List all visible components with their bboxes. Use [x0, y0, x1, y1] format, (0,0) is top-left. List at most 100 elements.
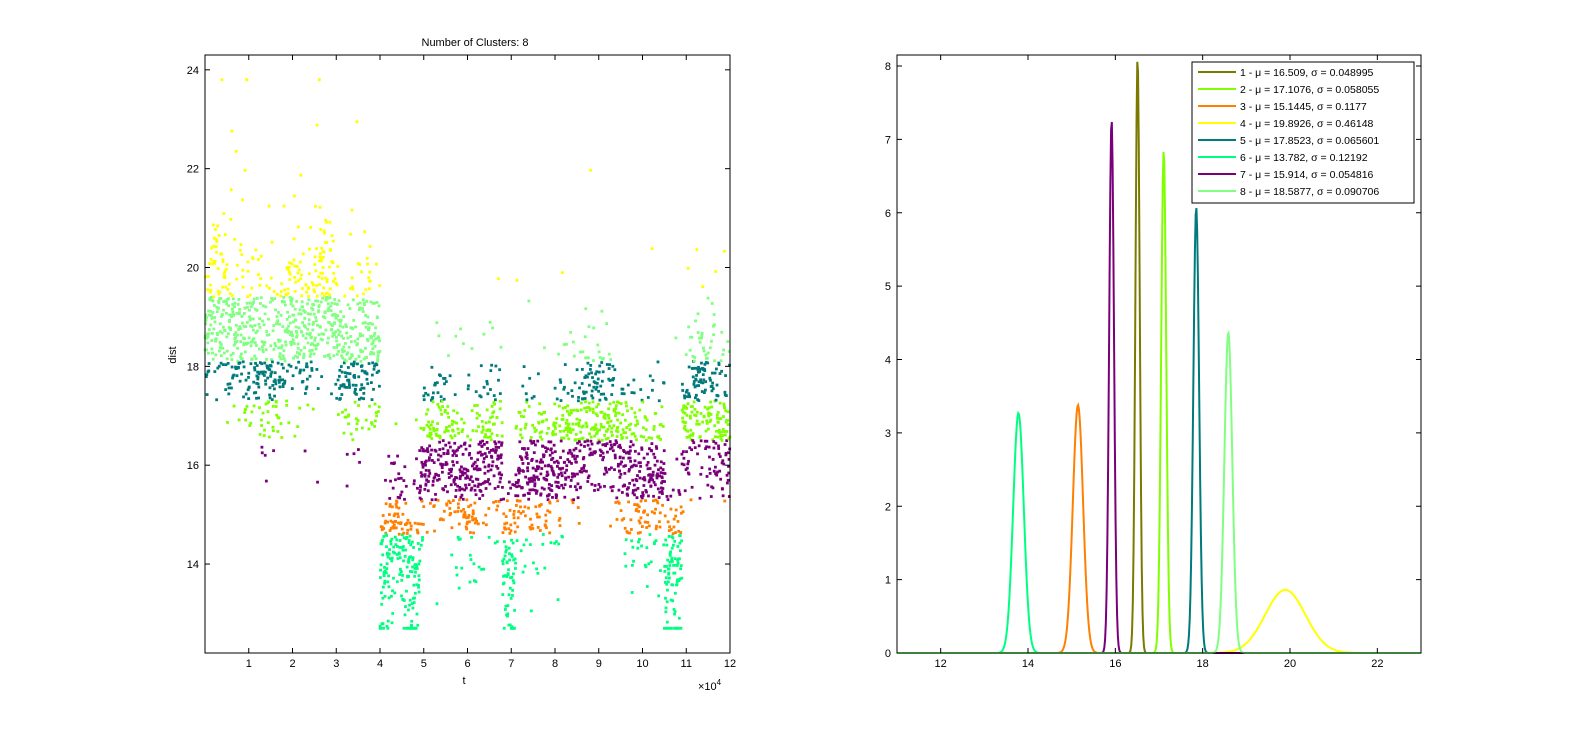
scatter-point	[700, 466, 704, 470]
scatter-point	[591, 376, 594, 379]
scatter-point	[567, 475, 570, 479]
scatter-point	[592, 385, 596, 389]
scatter-point	[603, 412, 607, 416]
scatter-point	[246, 388, 250, 392]
scatter-point	[571, 428, 575, 432]
scatter-point	[656, 472, 659, 476]
scatter-point	[353, 376, 357, 379]
scatter-point	[513, 530, 517, 534]
scatter-point	[242, 324, 246, 328]
scatter-point	[342, 315, 346, 319]
scatter-point	[700, 390, 704, 393]
scatter-point	[661, 487, 665, 490]
scatter-point	[227, 282, 231, 286]
scatter-point	[307, 294, 310, 298]
scatter-point	[661, 471, 665, 475]
scatter-point	[479, 483, 483, 486]
scatter-point	[237, 298, 241, 301]
scatter-point	[404, 548, 408, 552]
scatter-point	[273, 394, 276, 398]
scatter-point	[535, 567, 538, 571]
scatter-point	[486, 480, 490, 484]
scatter-point	[317, 333, 321, 337]
scatter-point	[545, 431, 549, 435]
scatter-point	[260, 362, 264, 366]
scatter-point	[487, 535, 491, 539]
scatter-point	[409, 527, 413, 531]
scatter-point	[501, 531, 505, 535]
scatter-point	[474, 477, 478, 481]
scatter-point	[354, 387, 357, 391]
scatter-point	[550, 467, 554, 470]
scatter-point	[225, 335, 229, 339]
scatter-point	[373, 424, 377, 428]
scatter-point	[693, 385, 697, 389]
x-tick-label: 14	[1022, 658, 1034, 670]
scatter-point	[645, 546, 649, 550]
scatter-point	[617, 445, 621, 449]
scatter-point	[308, 333, 312, 337]
scatter-point	[298, 406, 302, 410]
scatter-point	[682, 463, 686, 467]
scatter-point	[656, 474, 660, 478]
scatter-point	[474, 493, 478, 497]
scatter-point	[268, 368, 272, 372]
scatter-point	[717, 452, 721, 456]
scatter-point	[643, 520, 647, 524]
scatter-point	[711, 371, 714, 375]
scatter-point	[539, 458, 543, 462]
scatter-point	[232, 404, 236, 408]
scatter-point	[457, 586, 461, 590]
scatter-point	[314, 319, 318, 323]
scatter-point	[635, 507, 639, 511]
scatter-point	[556, 598, 560, 602]
scatter-point	[635, 496, 639, 500]
scatter-point	[224, 299, 228, 303]
scatter-point	[585, 469, 588, 473]
scatter-point	[301, 252, 305, 256]
scatter-point	[660, 405, 664, 409]
scatter-point	[640, 496, 644, 500]
scatter-point	[560, 271, 564, 275]
scatter-point	[560, 483, 564, 487]
scatter-point	[247, 375, 250, 379]
scatter-point	[486, 392, 490, 396]
scatter-point	[217, 301, 221, 305]
scatter-point	[525, 400, 529, 404]
scatter-point	[359, 348, 363, 352]
scatter-point	[283, 300, 286, 304]
scatter-point	[204, 322, 208, 326]
scatter-point	[394, 543, 398, 547]
scatter-point	[462, 508, 465, 511]
scatter-point	[458, 488, 462, 492]
scatter-point	[662, 449, 666, 453]
scatter-point	[553, 460, 556, 464]
scatter-point	[485, 440, 489, 444]
scatter-point	[589, 168, 592, 172]
scatter-point	[653, 540, 657, 544]
x-tick-label: 22	[1371, 658, 1383, 670]
scatter-point	[622, 392, 626, 396]
scatter-point	[427, 469, 431, 472]
scatter-point	[415, 612, 419, 616]
scatter-point	[367, 287, 371, 291]
scatter-point	[355, 294, 359, 298]
scatter-point	[230, 315, 233, 318]
scatter-point	[390, 559, 394, 563]
scatter-point	[456, 427, 460, 431]
scatter-point	[447, 476, 451, 479]
scatter-point	[727, 457, 731, 461]
scatter-point	[214, 237, 218, 241]
scatter-point	[232, 343, 236, 347]
scatter-point	[441, 518, 445, 522]
scatter-point	[253, 307, 257, 311]
scatter-point	[294, 354, 297, 358]
scatter-point	[413, 591, 417, 595]
scatter-point	[697, 380, 701, 384]
scatter-point	[447, 415, 451, 419]
scatter-point	[253, 368, 257, 372]
scatter-point	[713, 435, 717, 439]
y-tick-label: 22	[187, 164, 199, 176]
scatter-point	[277, 310, 280, 314]
scatter-point	[418, 449, 422, 452]
